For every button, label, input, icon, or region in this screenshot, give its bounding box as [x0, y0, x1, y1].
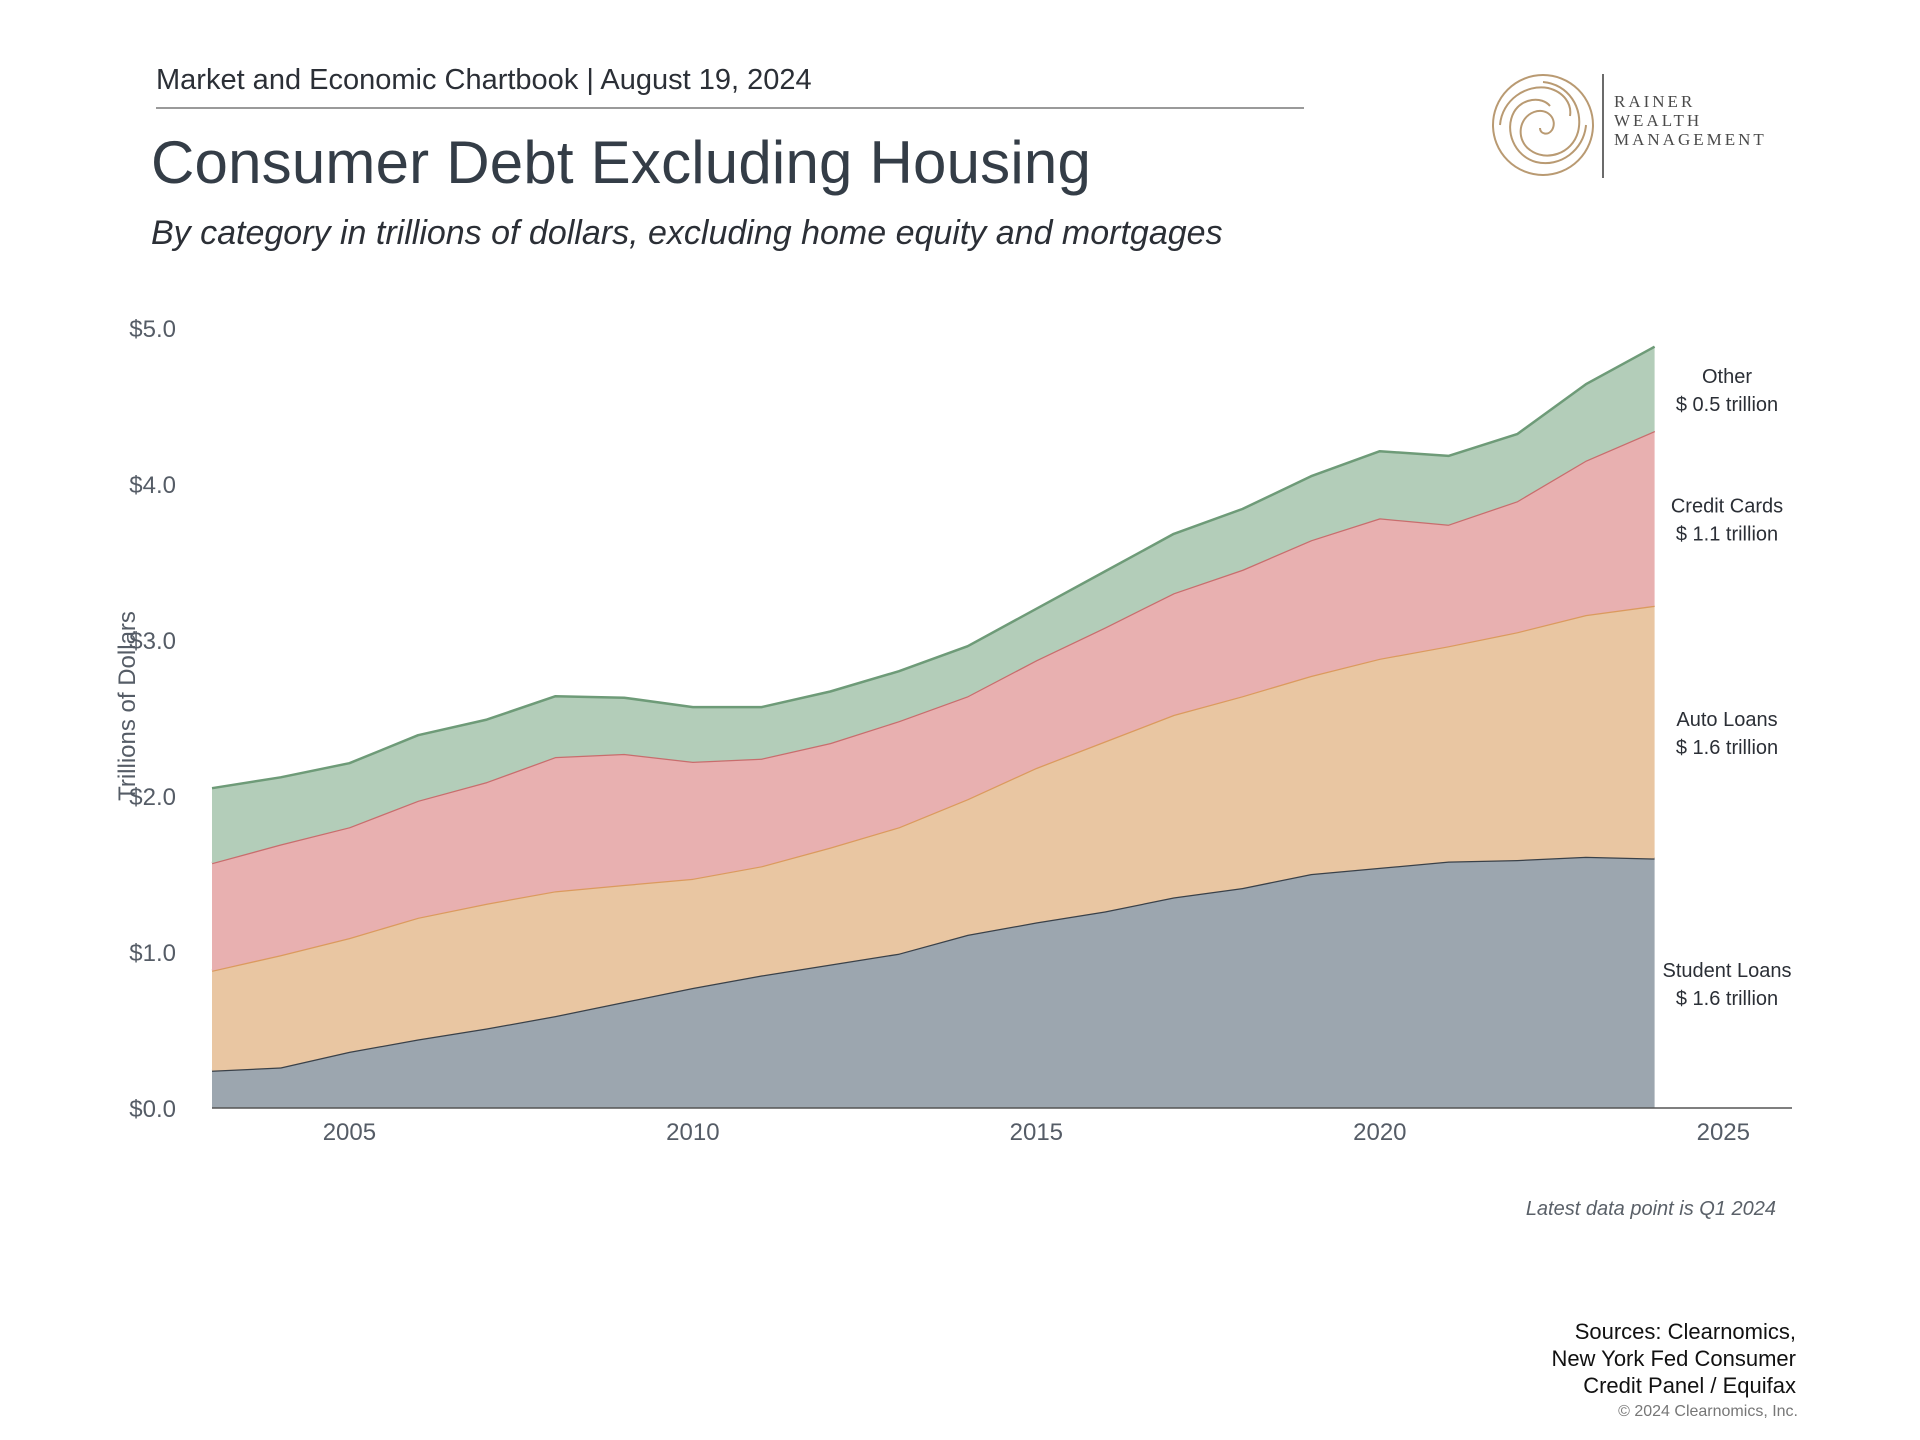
x-tick-label: 2025	[1697, 1119, 1750, 1146]
area-layers	[211, 345, 1656, 1108]
series-label-value: $ 1.1 trillion	[1676, 523, 1778, 545]
x-tick-label: 2005	[323, 1119, 376, 1146]
series-label-value: $ 0.5 trillion	[1676, 394, 1778, 416]
y-tick-label: $3.0	[129, 628, 176, 655]
latest-data-note: Latest data point is Q1 2024	[1525, 1198, 1776, 1220]
logo-line: RAINER	[1614, 92, 1696, 111]
sources-block: Sources: Clearnomics, New York Fed Consu…	[1420, 1318, 1796, 1399]
logo-divider	[1602, 74, 1604, 178]
sources-line: Sources: Clearnomics,	[1574, 1319, 1796, 1344]
series-label-name: Other	[1702, 366, 1752, 388]
area-auto-loans	[212, 605, 1655, 1071]
chartbook-header: Market and Economic Chartbook | August 1…	[156, 64, 812, 96]
y-tick-label: $1.0	[129, 940, 176, 967]
chart-subtitle: By category in trillions of dollars, exc…	[151, 214, 1223, 252]
line-other	[211, 345, 1656, 790]
series-label-name: Auto Loans	[1676, 709, 1777, 731]
chart-axes: $0.0 $1.0 $2.0 $3.0 $4.0 $5.0 2005 2010 2015 2020…	[129, 316, 1792, 1146]
header-divider	[156, 107, 1304, 109]
y-tick-label: $4.0	[129, 472, 176, 499]
y-tick-label: $0.0	[129, 1096, 176, 1123]
line-student-loans	[211, 855, 1655, 1072]
x-tick-label: 2020	[1353, 1119, 1406, 1146]
y-tick-label: $2.0	[129, 784, 176, 811]
area-credit-cards	[212, 431, 1655, 971]
area-student-loans	[212, 856, 1655, 1108]
series-label-name: Credit Cards	[1671, 495, 1783, 517]
copyright-text: © 2024 Clearnomics, Inc.	[1618, 1403, 1798, 1420]
company-logo: RAINER WEALTH MANAGEMENT	[1488, 70, 1778, 180]
logo-wordmark: RAINER WEALTH MANAGEMENT	[1614, 92, 1767, 149]
spiral-logo-icon	[1492, 74, 1594, 176]
logo-line: WEALTH	[1614, 111, 1703, 130]
series-end-labels: Other $ 0.5 trillion Credit Cards $ 1.1 tri…	[1663, 366, 1792, 1010]
sources-line: Credit Panel / Equifax	[1583, 1373, 1796, 1398]
x-tick-label: 2010	[666, 1119, 719, 1146]
x-tick-label: 2015	[1010, 1119, 1063, 1146]
logo-line: MANAGEMENT	[1614, 130, 1767, 149]
area-other	[212, 346, 1655, 864]
y-tick-label: $5.0	[129, 316, 176, 343]
sources-line: New York Fed Consumer	[1551, 1346, 1796, 1371]
series-label-value: $ 1.6 trillion	[1676, 988, 1778, 1010]
y-axis-title: Trillions of Dollars	[114, 611, 141, 801]
series-label-name: Student Loans	[1663, 960, 1792, 982]
series-label-value: $ 1.6 trillion	[1676, 737, 1778, 759]
chart-title: Consumer Debt Excluding Housing	[151, 129, 1092, 196]
